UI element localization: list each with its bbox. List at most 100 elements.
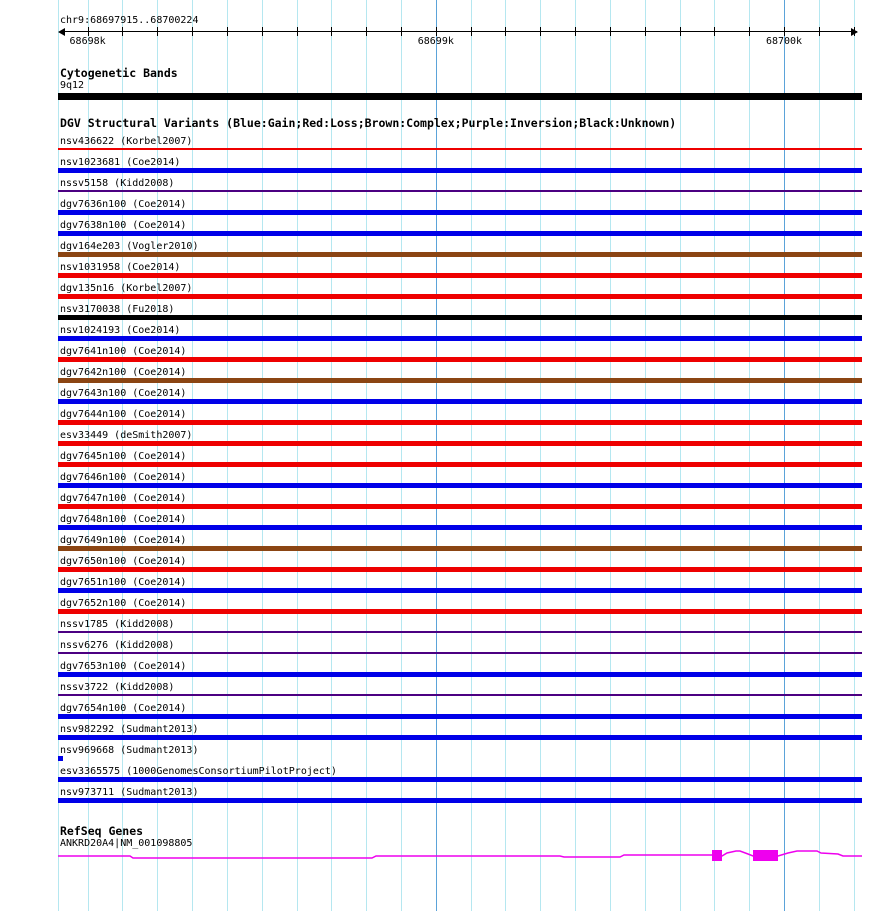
ruler-tick (714, 27, 716, 36)
variant-label: nssv1785 (Kidd2008) (60, 619, 175, 630)
variant-bar[interactable] (58, 231, 862, 236)
variant-bar[interactable] (58, 504, 862, 509)
variant-label: dgv7645n100 (Coe2014) (60, 451, 187, 462)
ruler-tick (192, 27, 194, 36)
variant-bar[interactable] (58, 588, 862, 593)
variant-label: esv33449 (deSmith2007) (60, 430, 193, 441)
variant-label: dgv7636n100 (Coe2014) (60, 199, 187, 210)
variant-bar[interactable] (58, 714, 862, 719)
variant-label: dgv7638n100 (Coe2014) (60, 220, 187, 231)
variant-bar[interactable] (58, 672, 862, 677)
ruler-tick (401, 27, 402, 36)
variant-bar[interactable] (58, 525, 862, 530)
variant-bar[interactable] (58, 631, 862, 633)
variant-bar[interactable] (58, 252, 862, 257)
ruler-tick (853, 27, 855, 36)
variant-label: dgv7650n100 (Coe2014) (60, 556, 187, 567)
variant-label: dgv7654n100 (Coe2014) (60, 703, 187, 714)
variant-bar[interactable] (58, 777, 862, 782)
refseq-title: RefSeq Genes (60, 824, 144, 838)
variant-bar[interactable] (58, 399, 862, 404)
variant-bar[interactable] (58, 190, 862, 192)
gridline-minor (157, 0, 159, 911)
ruler-tick-label: 68700k (765, 36, 803, 47)
variant-label: nsv982292 (Sudmant2013) (60, 724, 199, 735)
variant-bar[interactable] (58, 315, 862, 320)
ruler-tick (609, 27, 611, 36)
variant-label: esv3365575 (1000GenomesConsortiumPilotPr… (60, 766, 337, 777)
gene-intron-line (58, 850, 862, 859)
variant-bar[interactable] (58, 462, 862, 467)
variant-bar[interactable] (58, 483, 862, 488)
variant-label: nsv3170038 (Fu2018) (60, 304, 175, 315)
ruler-tick (331, 27, 333, 36)
gridline-minor (714, 0, 716, 911)
gridline-minor (122, 0, 124, 911)
ruler-tick (261, 27, 263, 36)
variant-label: nssv5158 (Kidd2008) (60, 178, 175, 189)
variant-bar[interactable] (58, 567, 862, 572)
cytoband-bar[interactable] (58, 93, 862, 100)
gridline-minor (226, 0, 228, 911)
variant-label: dgv7652n100 (Coe2014) (60, 598, 187, 609)
gridline-minor (366, 0, 368, 911)
gridline-minor (331, 0, 333, 911)
gridline-minor (609, 0, 611, 911)
variant-bar[interactable] (58, 336, 862, 341)
gridline-minor (296, 0, 298, 911)
position-label: chr9:68697915..68700224 (60, 15, 199, 26)
gridline-minor (505, 0, 507, 911)
variant-bar[interactable] (58, 756, 63, 761)
variant-bar[interactable] (58, 294, 862, 299)
ruler-tick (749, 27, 751, 36)
ruler-tick-label: 68698k (69, 36, 106, 47)
variant-bar[interactable] (58, 609, 862, 614)
ruler-tick (157, 27, 159, 36)
gridline-minor (679, 0, 681, 911)
variant-bar[interactable] (58, 798, 862, 803)
gridline-minor (749, 0, 751, 911)
gene-exon[interactable] (712, 850, 722, 861)
gridline-minor (644, 0, 646, 911)
gridline-minor (58, 0, 59, 911)
ruler-tick (296, 27, 298, 36)
ruler-tick (226, 27, 228, 36)
variant-label: dgv7642n100 (Coe2014) (60, 367, 187, 378)
gridline-minor (470, 0, 472, 911)
variant-label: nsv969668 (Sudmant2013) (60, 745, 199, 756)
variant-bar[interactable] (58, 148, 862, 150)
cytogenetic-title: Cytogenetic Bands (60, 66, 178, 80)
variant-bar[interactable] (58, 735, 862, 740)
variant-label: dgv7644n100 (Coe2014) (60, 409, 187, 420)
variant-bar[interactable] (58, 210, 862, 215)
ruler-tick (540, 27, 542, 36)
gridline-minor (192, 0, 194, 911)
variant-label: nsv973711 (Sudmant2013) (60, 787, 199, 798)
ruler-tick (784, 27, 785, 36)
variant-bar[interactable] (58, 652, 862, 654)
gridline-minor (853, 0, 855, 911)
ruler-tick (435, 27, 437, 36)
gridline-minor (87, 0, 89, 911)
ruler-tick (470, 27, 472, 36)
variant-label: dgv135n16 (Korbel2007) (60, 283, 193, 294)
variant-label: dgv7641n100 (Coe2014) (60, 346, 187, 357)
variant-bar[interactable] (58, 694, 862, 696)
variant-bar[interactable] (58, 168, 862, 173)
variant-label: nssv6276 (Kidd2008) (60, 640, 175, 651)
gridline-major (435, 0, 437, 911)
variant-bar[interactable] (58, 441, 862, 446)
variant-bar[interactable] (58, 357, 862, 362)
gene-exon[interactable] (753, 850, 778, 861)
gridline-minor (540, 0, 542, 911)
dgv-track-title: DGV Structural Variants (Blue:Gain;Red:L… (60, 116, 677, 130)
variant-bar[interactable] (58, 378, 862, 383)
ruler-tick (575, 27, 577, 36)
variant-bar[interactable] (58, 273, 862, 278)
variant-bar[interactable] (58, 546, 862, 551)
variant-label: dgv164e203 (Vogler2010) (60, 241, 199, 252)
ruler-tick (505, 27, 507, 36)
variant-bar[interactable] (58, 420, 862, 425)
gridline-minor (818, 0, 820, 911)
